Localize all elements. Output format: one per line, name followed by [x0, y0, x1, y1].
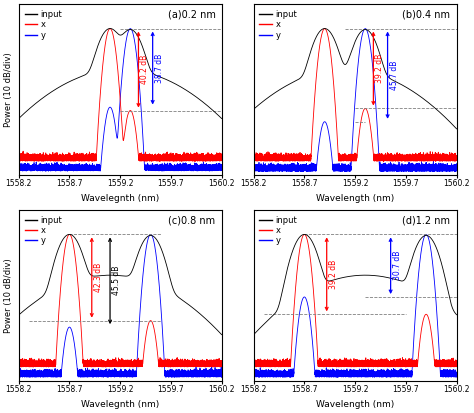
Text: 45.5 dB: 45.5 dB	[112, 266, 121, 295]
Text: 42.3 dB: 42.3 dB	[94, 263, 103, 292]
Legend: input, x, y: input, x, y	[258, 214, 299, 247]
Legend: input, x, y: input, x, y	[23, 214, 64, 247]
Text: 40.2 dB: 40.2 dB	[140, 55, 149, 84]
X-axis label: Wavelength (nm): Wavelength (nm)	[316, 194, 394, 203]
Text: (a)0.2 nm: (a)0.2 nm	[168, 9, 216, 19]
Text: 30.7 dB: 30.7 dB	[392, 251, 401, 280]
X-axis label: Wavelength (nm): Wavelength (nm)	[316, 400, 394, 409]
X-axis label: Wavelegnth (nm): Wavelegnth (nm)	[81, 194, 159, 203]
Text: 39.2 dB: 39.2 dB	[329, 260, 338, 289]
Text: 45.7 dB: 45.7 dB	[390, 60, 399, 90]
Legend: input, x, y: input, x, y	[258, 8, 299, 41]
Legend: input, x, y: input, x, y	[23, 8, 64, 41]
Text: (b)0.4 nm: (b)0.4 nm	[402, 9, 450, 19]
Y-axis label: Power (10 dB/div): Power (10 dB/div)	[4, 258, 13, 333]
Text: 38.7 dB: 38.7 dB	[155, 53, 164, 83]
X-axis label: Wavelegnth (nm): Wavelegnth (nm)	[81, 400, 159, 409]
Text: (c)0.8 nm: (c)0.8 nm	[168, 215, 216, 225]
Text: 39.2 dB: 39.2 dB	[375, 54, 384, 83]
Y-axis label: Power (10 dB/div): Power (10 dB/div)	[4, 52, 13, 127]
Text: (d)1.2 nm: (d)1.2 nm	[402, 215, 450, 225]
